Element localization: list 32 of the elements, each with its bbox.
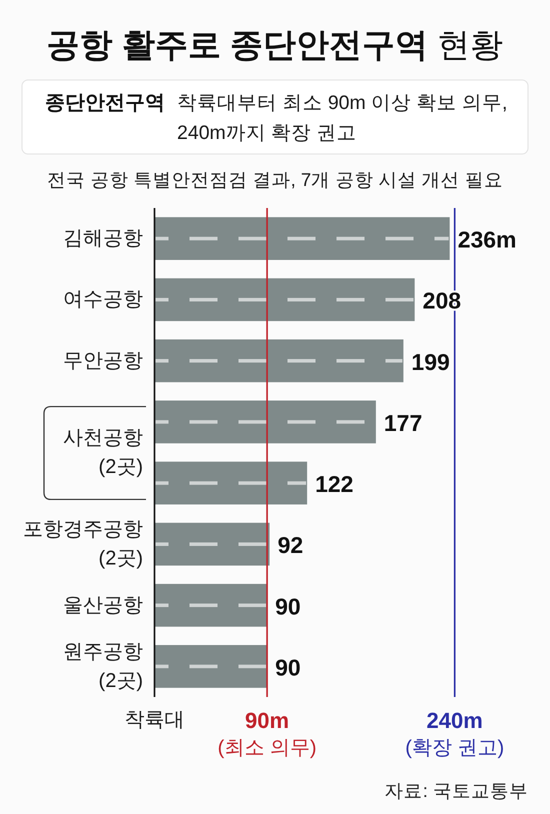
title: 공항 활주로 종단안전구역 현황 — [46, 26, 504, 62]
value-label: 177 — [384, 410, 422, 436]
tick: 240m — [426, 708, 483, 732]
category: 울산공항 — [63, 594, 143, 616]
value-label: 122 — [315, 471, 354, 498]
value-label: 90 — [275, 654, 301, 680]
value-label: 92 — [278, 532, 304, 558]
category: 사천공항 (2곳) — [63, 427, 143, 478]
value-label: 90 — [275, 593, 301, 620]
ref-label: (확장 권고) — [405, 737, 504, 759]
tick: 착륙대 — [124, 709, 184, 731]
note: 전국 공항 특별안전점검 결과, 7개 공항 시설 개선 필요 — [47, 168, 503, 190]
subtitle: 착륙대부터 최소 90m 이상 확보 의무, 240m까지 확장 권고 — [177, 92, 508, 144]
subtitle-head: 종단안전구역 — [45, 92, 165, 114]
bar — [154, 522, 270, 566]
category: 원주공항 (2곳) — [63, 640, 143, 692]
ref-label: (최소 의무) — [218, 737, 317, 759]
category: 무안공항 — [63, 350, 143, 372]
tick: 90m — [245, 708, 290, 732]
bar — [154, 400, 376, 444]
bar — [154, 462, 308, 504]
bar — [154, 645, 268, 688]
category: 포항경주공항 (2곳) — [23, 518, 143, 570]
value-label: 199 — [411, 348, 450, 375]
value-label: 236m — [458, 226, 517, 253]
source: 자료: 국토교통부 — [384, 780, 528, 800]
bar — [154, 584, 268, 627]
category: 여수공항 — [63, 288, 143, 311]
bar — [154, 217, 450, 260]
bar — [154, 339, 404, 382]
category: 김해공항 — [63, 228, 143, 250]
bar — [154, 278, 415, 322]
